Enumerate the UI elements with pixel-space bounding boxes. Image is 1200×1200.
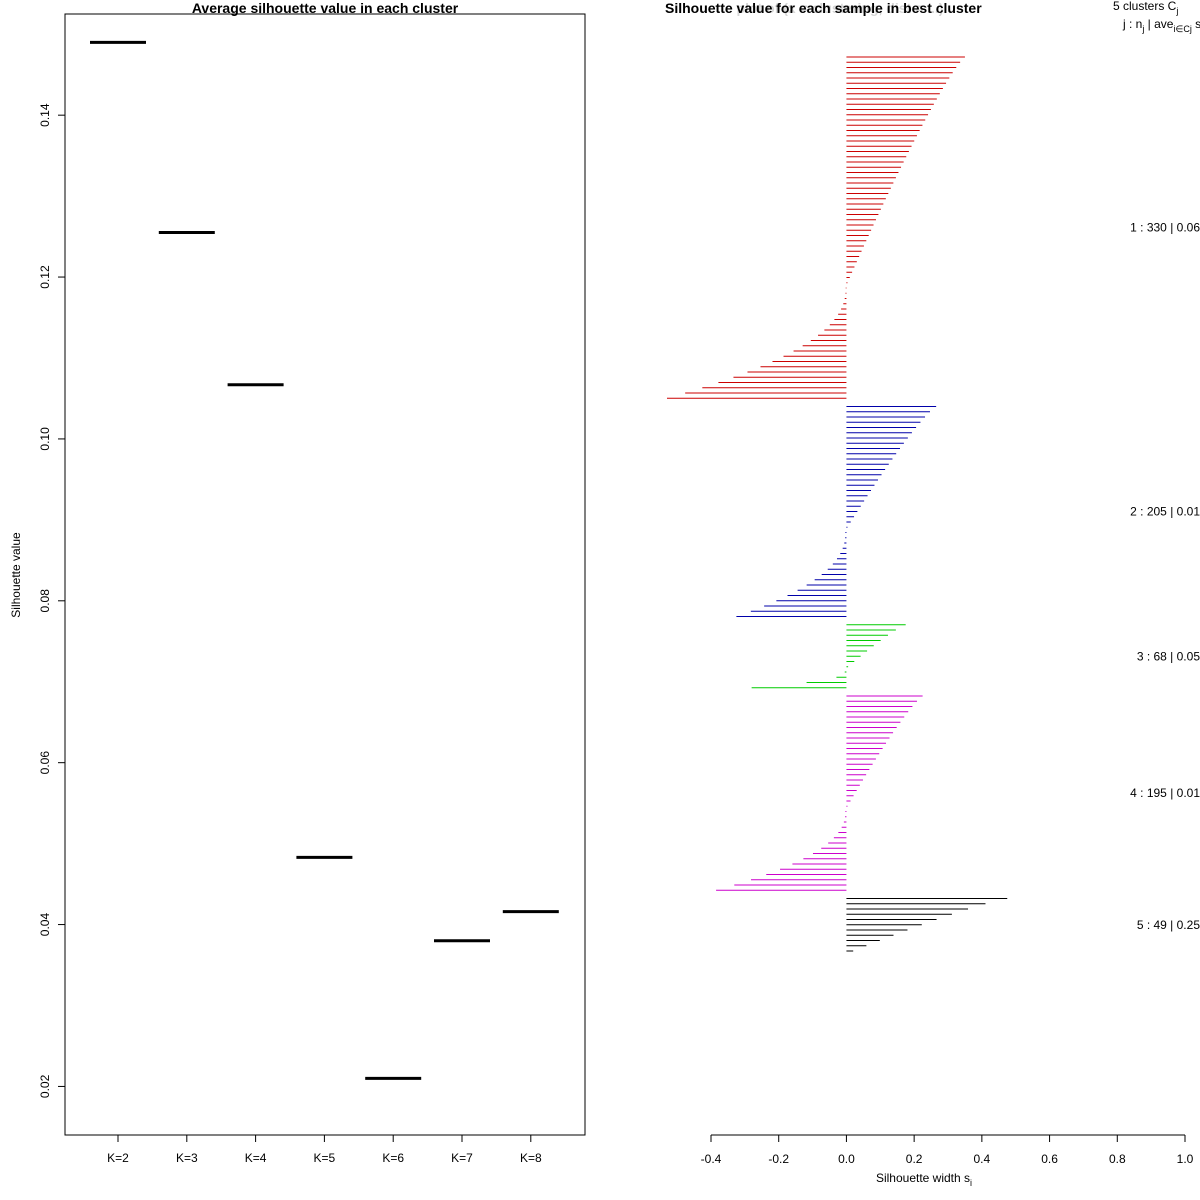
cluster-header-line1: 5 clusters Cj bbox=[1113, 0, 1178, 16]
y-tick-label: 0.14 bbox=[38, 103, 52, 127]
cluster-label: 2 : 205 | 0.01 bbox=[1130, 505, 1200, 519]
y-tick-label: 0.12 bbox=[38, 265, 52, 289]
cluster-label: 5 : 49 | 0.25 bbox=[1137, 918, 1200, 932]
x-tick-label: 0.6 bbox=[1041, 1152, 1058, 1166]
left-plot-frame bbox=[65, 14, 585, 1135]
cluster-label: 1 : 330 | 0.06 bbox=[1130, 221, 1200, 235]
x-tick-label: 0.4 bbox=[974, 1152, 991, 1166]
left-chart-title: Average silhouette value in each cluster bbox=[192, 0, 459, 16]
y-tick-label: 0.08 bbox=[38, 589, 52, 613]
x-tick-label: -0.2 bbox=[768, 1152, 789, 1166]
left-x-axis: K=2 K=3 K=4 K=5 K=6 K=7 K=8 bbox=[107, 1135, 542, 1165]
x-tick-label: K=7 bbox=[451, 1151, 473, 1165]
y-tick-label: 0.02 bbox=[38, 1074, 52, 1098]
left-plot-marks bbox=[90, 42, 559, 1078]
right-x-axis: -0.4 -0.2 0.0 0.2 0.4 0.6 0.8 1.0 bbox=[701, 1135, 1194, 1166]
x-tick-label: 0.0 bbox=[838, 1152, 855, 1166]
left-y-axis-label: Silhouette value bbox=[9, 532, 23, 618]
x-tick-label: 0.8 bbox=[1109, 1152, 1126, 1166]
x-tick-label: K=2 bbox=[107, 1151, 129, 1165]
x-tick-label: -0.4 bbox=[701, 1152, 722, 1166]
x-tick-label: K=3 bbox=[176, 1151, 198, 1165]
y-tick-label: 0.04 bbox=[38, 913, 52, 937]
x-tick-label: 1.0 bbox=[1177, 1152, 1194, 1166]
x-tick-label: K=6 bbox=[382, 1151, 404, 1165]
right-x-axis-label: Silhouette width si bbox=[876, 1171, 972, 1188]
x-tick-label: K=5 bbox=[314, 1151, 336, 1165]
right-chart-title: Silhouette value for each sample in best… bbox=[665, 0, 982, 16]
right-panel: Silhouette plot of (x = clustering, dist… bbox=[665, 0, 1200, 1188]
cluster-header-line2: j : nj | avei∈Cj s bbox=[1122, 17, 1200, 34]
left-y-axis: 0.02 0.04 0.06 0.08 0.10 0.12 0.14 bbox=[38, 103, 65, 1098]
left-panel: Average silhouette value in each cluster… bbox=[9, 0, 585, 1165]
x-tick-label: 0.2 bbox=[906, 1152, 923, 1166]
y-tick-label: 0.06 bbox=[38, 751, 52, 775]
y-tick-label: 0.10 bbox=[38, 427, 52, 451]
x-tick-label: K=8 bbox=[520, 1151, 542, 1165]
x-tick-label: K=4 bbox=[245, 1151, 267, 1165]
cluster-label: 3 : 68 | 0.05 bbox=[1137, 649, 1200, 663]
silhouette-bars bbox=[667, 57, 1007, 951]
silhouette-figure: Average silhouette value in each cluster… bbox=[0, 0, 1200, 1200]
cluster-labels: 1 : 330 | 0.06 2 : 205 | 0.01 3 : 68 | 0.0… bbox=[1130, 221, 1200, 932]
cluster-label: 4 : 195 | 0.01 bbox=[1130, 786, 1200, 800]
